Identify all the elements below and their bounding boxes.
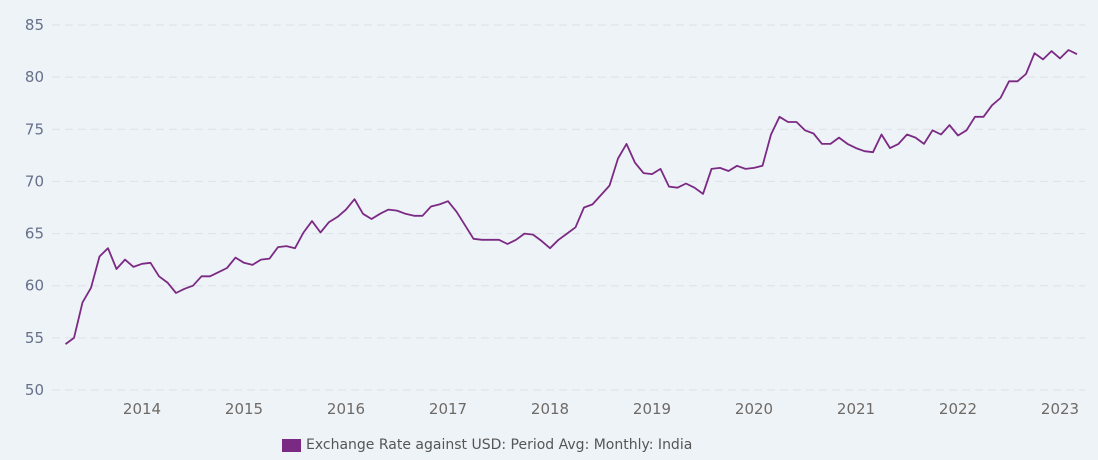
y-tick-label: 60	[25, 277, 44, 295]
x-axis-ticks: 2014 2015 2016 2017 2018 2019 2020 2021 2022 2023	[123, 400, 1079, 418]
y-tick-label: 85	[25, 16, 44, 34]
x-tick-label: 2016	[327, 400, 365, 418]
legend-swatch	[282, 438, 301, 452]
y-tick-label: 75	[25, 120, 44, 138]
x-tick-label: 2015	[225, 400, 263, 418]
y-tick-label: 50	[25, 381, 44, 399]
x-tick-label: 2014	[123, 400, 161, 418]
x-tick-label: 2018	[531, 400, 569, 418]
x-tick-label: 2021	[837, 400, 875, 418]
x-tick-label: 2020	[735, 400, 773, 418]
x-tick-label: 2017	[429, 400, 467, 418]
x-tick-label: 2022	[939, 400, 977, 418]
y-axis-ticks: 50 55 60 65 70 75 80 85	[25, 16, 44, 399]
gridlines	[52, 24, 1085, 391]
legend[interactable]: Exchange Rate against USD: Period Avg: M…	[282, 437, 692, 453]
series-line	[64, 49, 1078, 345]
legend-label: Exchange Rate against USD: Period Avg: M…	[306, 437, 693, 453]
y-tick-label: 55	[25, 329, 44, 347]
y-tick-label: 70	[25, 172, 44, 190]
series-points	[65, 49, 1078, 345]
y-tick-label: 65	[25, 225, 44, 243]
y-tick-label: 80	[25, 68, 44, 86]
x-tick-label: 2023	[1041, 400, 1079, 418]
x-tick-label: 2019	[633, 400, 671, 418]
